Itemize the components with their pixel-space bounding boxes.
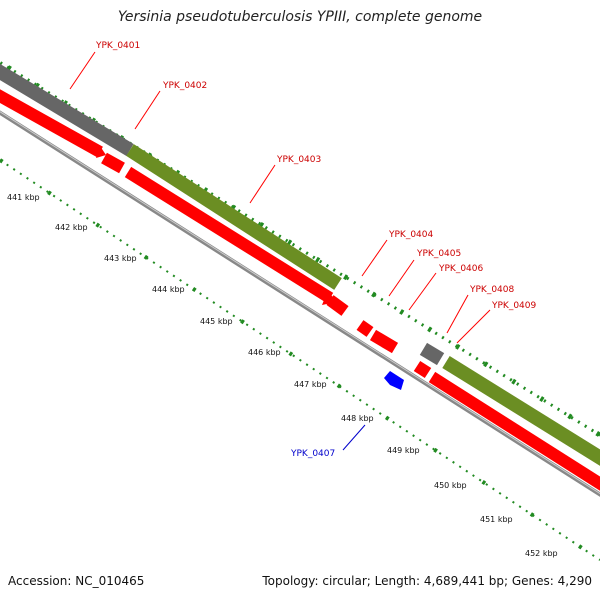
gene-label: YPK_0406 xyxy=(438,264,484,274)
gene-label: YPK_0403 xyxy=(276,155,321,165)
tick-label: 449 kbp xyxy=(387,446,420,455)
gene-leader-0403 xyxy=(249,164,276,204)
forward-cds-band-6 xyxy=(369,329,399,354)
tick-label: 450 kbp xyxy=(434,481,467,490)
gene-leader-0407 xyxy=(342,424,366,451)
gene-label: YPK_0401 xyxy=(95,41,140,51)
tick-label: 452 kbp xyxy=(525,549,558,558)
tick-label: 441 kbp xyxy=(7,193,40,202)
gene-label: YPK_0402 xyxy=(162,81,207,91)
tick-label: 448 kbp xyxy=(341,414,374,423)
cog-band-2 xyxy=(442,356,600,466)
gene-label: YPK_0408 xyxy=(469,285,515,295)
gene-leader-0404 xyxy=(361,239,388,277)
reverse-cds-arrow xyxy=(384,371,404,390)
forward-cds-band-1 xyxy=(0,89,103,158)
forward-cds-band-8 xyxy=(428,371,600,491)
backbone xyxy=(0,110,600,497)
gene-label: YPK_0407 xyxy=(290,449,335,459)
gray-feature-block xyxy=(419,342,445,366)
forward-cds-band-4 xyxy=(326,295,349,316)
cog-band-1 xyxy=(126,144,342,290)
gene-leader-0409 xyxy=(456,309,491,344)
tick-label: 451 kbp xyxy=(480,515,513,524)
gene-label: YPK_0409 xyxy=(491,301,537,311)
gene-label: YPK_0405 xyxy=(416,249,461,259)
tick-label: 445 kbp xyxy=(200,317,233,326)
inner-tick-ring xyxy=(0,159,600,561)
tick-label: 444 kbp xyxy=(152,285,185,294)
forward-cds-arrow-1 xyxy=(96,146,106,158)
gene-leader-0406 xyxy=(408,272,437,311)
forward-cds-band-3 xyxy=(124,166,334,304)
map-title: Yersinia pseudotuberculosis YPIII, compl… xyxy=(117,9,483,25)
backbone-highlight xyxy=(0,111,600,495)
genome-stats: Topology: circular; Length: 4,689,441 bp… xyxy=(262,574,592,588)
accession-label: Accession: NC_010465 xyxy=(8,574,145,588)
gene-leader-0402 xyxy=(134,90,161,130)
gene-leader-0401 xyxy=(69,51,96,90)
tick-label: 443 kbp xyxy=(104,254,137,263)
tick-label: 442 kbp xyxy=(55,223,88,232)
gene-leader-0405 xyxy=(388,259,415,297)
tick-label: 446 kbp xyxy=(248,348,281,357)
gene-leader-0408 xyxy=(446,294,469,334)
tick-label: 447 kbp xyxy=(294,380,327,389)
forward-cds-band-7 xyxy=(413,360,432,379)
gray-feature-band xyxy=(0,63,134,157)
forward-cds-band-5 xyxy=(356,320,374,337)
gene-label: YPK_0404 xyxy=(388,230,434,240)
forward-cds-band-2 xyxy=(101,152,125,174)
